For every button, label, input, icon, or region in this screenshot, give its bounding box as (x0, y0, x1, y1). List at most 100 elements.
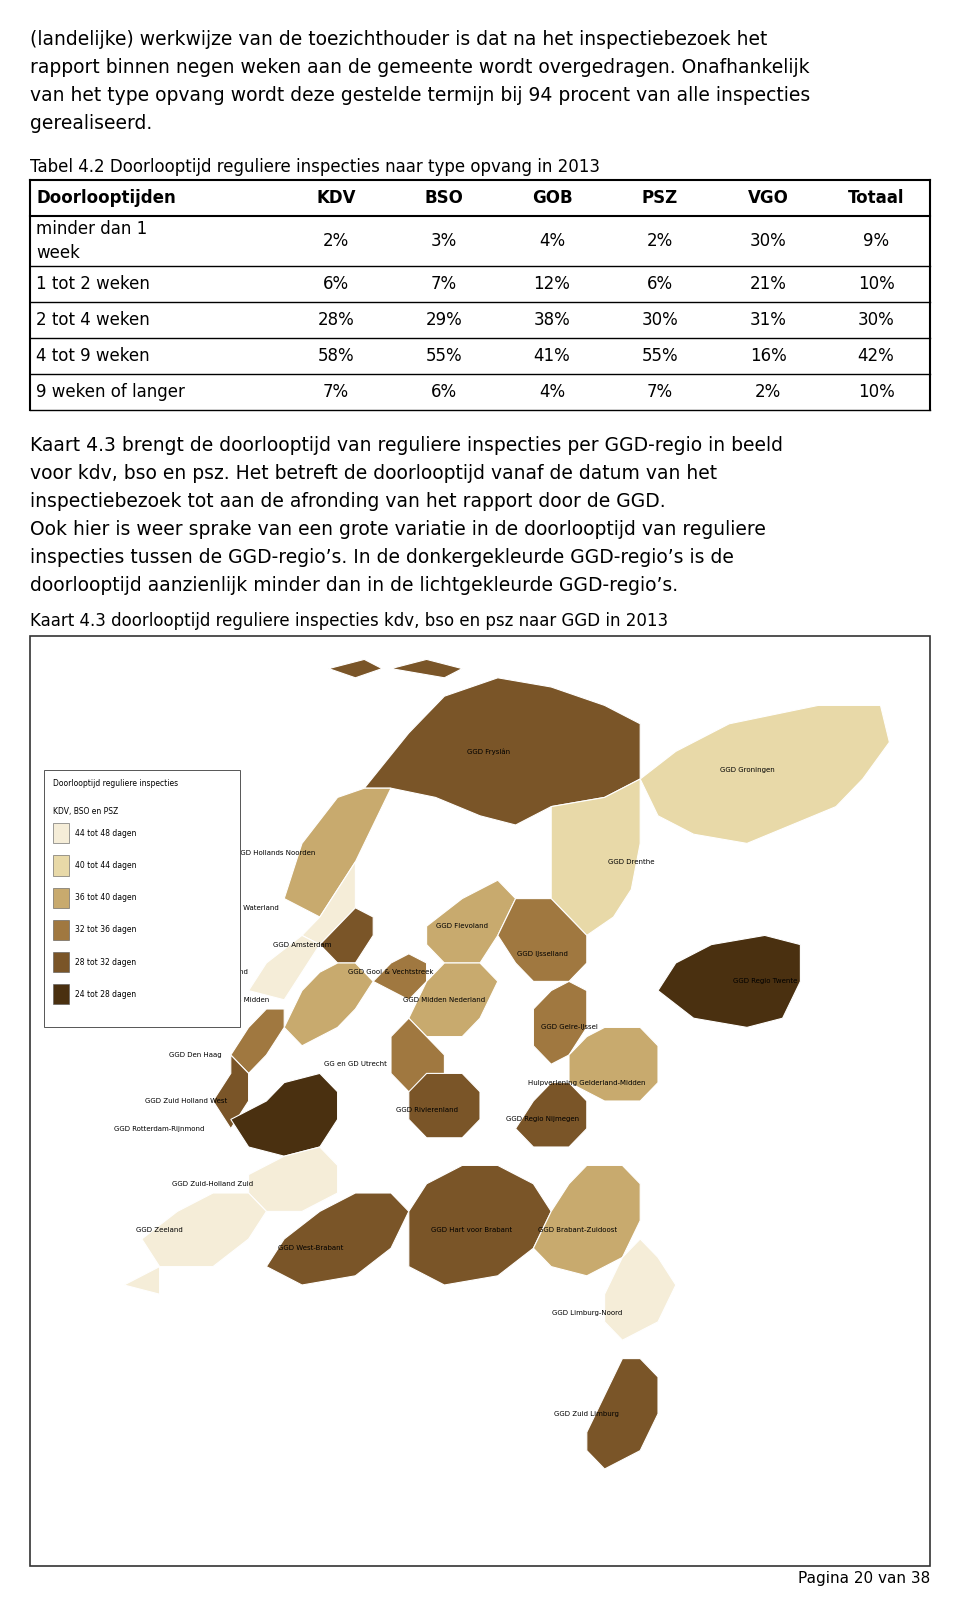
Polygon shape (587, 1358, 658, 1469)
Text: inspectiebezoek tot aan de afronding van het rapport door de GGD.: inspectiebezoek tot aan de afronding van… (30, 493, 665, 511)
Text: GGD Hart voor Brabant: GGD Hart voor Brabant (430, 1227, 512, 1234)
Text: 32 tot 36 dagen: 32 tot 36 dagen (75, 926, 136, 934)
Text: GGD Gelre-IJssel: GGD Gelre-IJssel (540, 1024, 597, 1031)
Text: GGD Brabant-Zuidoost: GGD Brabant-Zuidoost (539, 1227, 617, 1234)
Text: 42%: 42% (857, 347, 895, 365)
Text: 6%: 6% (431, 383, 457, 400)
Polygon shape (605, 1238, 676, 1341)
Polygon shape (284, 788, 391, 917)
Text: 1 tot 2 weken: 1 tot 2 weken (36, 276, 150, 293)
Text: GGD Zeeland: GGD Zeeland (136, 1227, 183, 1234)
Text: GGD Gooi & Vechtstreek: GGD Gooi & Vechtstreek (348, 969, 434, 976)
Text: Pagina 20 van 38: Pagina 20 van 38 (798, 1571, 930, 1585)
Text: 10%: 10% (857, 276, 895, 293)
Text: GGD Regio Twente: GGD Regio Twente (732, 979, 797, 984)
Polygon shape (658, 935, 801, 1028)
Bar (44, 770, 240, 1028)
Text: BSO: BSO (424, 190, 464, 207)
Text: 28 tot 32 dagen: 28 tot 32 dagen (75, 958, 136, 966)
Polygon shape (534, 981, 587, 1065)
Text: GGD Limburg-Noord: GGD Limburg-Noord (552, 1310, 622, 1316)
Text: 2%: 2% (323, 232, 349, 250)
Bar (53, 919, 69, 940)
Text: Doorlooptijd reguliere inspecties: Doorlooptijd reguliere inspecties (53, 780, 178, 788)
Text: GGD Den Haag: GGD Den Haag (169, 1052, 222, 1059)
Text: 7%: 7% (647, 383, 673, 400)
Polygon shape (328, 660, 382, 678)
Text: doorlooptijd aanzienlijk minder dan in de lichtgekleurde GGD-regio’s.: doorlooptijd aanzienlijk minder dan in d… (30, 575, 678, 595)
Bar (53, 823, 69, 843)
Polygon shape (230, 1008, 284, 1073)
Text: GGD Zuid Holland West: GGD Zuid Holland West (145, 1097, 228, 1104)
Text: Doorlooptijden: Doorlooptijden (36, 190, 176, 207)
Text: GGD Midden Nederland: GGD Midden Nederland (403, 997, 486, 1003)
Polygon shape (213, 1055, 249, 1128)
Text: 40 tot 44 dagen: 40 tot 44 dagen (75, 861, 136, 870)
Bar (53, 952, 69, 973)
Bar (53, 856, 69, 875)
Polygon shape (249, 1148, 338, 1211)
Text: GGD Rivierenland: GGD Rivierenland (396, 1107, 458, 1114)
Polygon shape (391, 1018, 444, 1093)
Polygon shape (267, 1193, 409, 1285)
Text: (landelijke) werkwijze van de toezichthouder is dat na het inspectiebezoek het: (landelijke) werkwijze van de toezichtho… (30, 31, 767, 49)
Text: 31%: 31% (750, 311, 786, 329)
Bar (53, 984, 69, 1005)
Text: 24 tot 28 dagen: 24 tot 28 dagen (75, 990, 136, 999)
Polygon shape (534, 1165, 640, 1276)
Polygon shape (302, 862, 355, 945)
Polygon shape (373, 953, 426, 1000)
Polygon shape (391, 660, 462, 678)
Bar (53, 888, 69, 908)
Text: 55%: 55% (641, 347, 679, 365)
Text: 4 tot 9 weken: 4 tot 9 weken (36, 347, 150, 365)
Text: 4%: 4% (539, 383, 565, 400)
Text: GGD Zuid Limburg: GGD Zuid Limburg (554, 1410, 619, 1417)
Text: GGD Regio Nijmegen: GGD Regio Nijmegen (506, 1117, 579, 1122)
Text: voor kdv, bso en psz. Het betreft de doorlooptijd vanaf de datum van het: voor kdv, bso en psz. Het betreft de doo… (30, 464, 717, 483)
Text: 9%: 9% (863, 232, 889, 250)
Text: Totaal: Totaal (848, 190, 904, 207)
Text: GGD Hollands Noorden: GGD Hollands Noorden (235, 849, 316, 856)
Text: gerealiseerd.: gerealiseerd. (30, 113, 153, 133)
Text: 30%: 30% (750, 232, 786, 250)
Text: 7%: 7% (431, 276, 457, 293)
Bar (30, 635, 930, 1566)
Text: VGO: VGO (748, 190, 788, 207)
Polygon shape (249, 935, 320, 1000)
Text: 2 tot 4 weken: 2 tot 4 weken (36, 311, 150, 329)
Polygon shape (569, 1028, 658, 1101)
Text: 58%: 58% (318, 347, 354, 365)
Text: 3%: 3% (431, 232, 457, 250)
Polygon shape (364, 678, 640, 825)
Text: GGD Zaanstreek Waterland: GGD Zaanstreek Waterland (183, 905, 278, 911)
Text: GOB: GOB (532, 190, 572, 207)
Polygon shape (230, 1073, 338, 1156)
Polygon shape (498, 898, 587, 981)
Text: minder dan 1: minder dan 1 (36, 219, 147, 238)
Polygon shape (142, 1193, 267, 1266)
Text: GGD Amsterdam: GGD Amsterdam (273, 942, 331, 948)
Text: 9 weken of langer: 9 weken of langer (36, 383, 185, 400)
Text: inspecties tussen de GGD-regio’s. In de donkergekleurde GGD-regio’s is de: inspecties tussen de GGD-regio’s. In de … (30, 548, 733, 567)
Text: KDV: KDV (316, 190, 356, 207)
Polygon shape (409, 1165, 551, 1285)
Text: 41%: 41% (534, 347, 570, 365)
Polygon shape (320, 908, 373, 963)
Text: Kaart 4.3 doorlooptijd reguliere inspecties kdv, bso en psz naar GGD in 2013: Kaart 4.3 doorlooptijd reguliere inspect… (30, 613, 668, 631)
Polygon shape (426, 880, 516, 963)
Text: GGD Rotterdam-Rijnmond: GGD Rotterdam-Rijnmond (114, 1125, 204, 1131)
Text: 36 tot 40 dagen: 36 tot 40 dagen (75, 893, 136, 903)
Text: 30%: 30% (641, 311, 679, 329)
Text: GGD Fryslân: GGD Fryslân (468, 749, 511, 755)
Text: 44 tot 48 dagen: 44 tot 48 dagen (75, 828, 136, 838)
Text: Tabel 4.2 Doorlooptijd reguliere inspecties naar type opvang in 2013: Tabel 4.2 Doorlooptijd reguliere inspect… (30, 157, 600, 177)
Text: GGD IJsselland: GGD IJsselland (516, 952, 567, 956)
Text: Hulpverlening Gelderland-Midden: Hulpverlening Gelderland-Midden (528, 1080, 645, 1086)
Polygon shape (409, 1073, 480, 1138)
Text: 28%: 28% (318, 311, 354, 329)
Text: 29%: 29% (425, 311, 463, 329)
Text: 4%: 4% (539, 232, 565, 250)
Text: PSZ: PSZ (642, 190, 678, 207)
Text: KDV, BSO en PSZ: KDV, BSO en PSZ (53, 807, 118, 815)
